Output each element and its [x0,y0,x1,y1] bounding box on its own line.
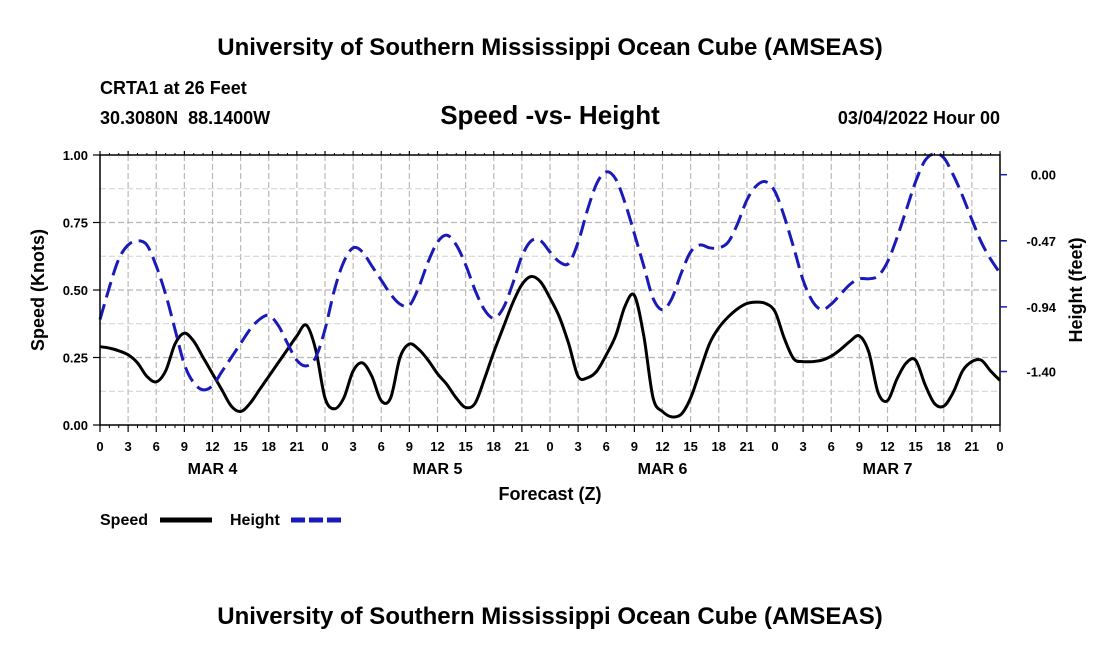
x-tick-label: 18 [262,439,276,454]
x-tick-label: 3 [125,439,132,454]
legend: Speed Height [100,512,343,529]
y-right-tick-label: -1.40 [1026,365,1056,380]
x-tick-label: 0 [771,439,778,454]
x-tick-label: 12 [655,439,669,454]
y-left-tick-label: 0.75 [63,216,88,231]
coords-label: 30.3080N 88.1400W [100,108,270,128]
x-tick-label: 0 [546,439,553,454]
speed-series-line [99,274,1002,419]
x-tick-label: 21 [515,439,529,454]
x-tick-label: 3 [800,439,807,454]
x-tick-label: 15 [683,439,697,454]
y-left-tick-label: 0.25 [63,351,88,366]
y-axis-left-label: Speed (Knots) [28,229,48,351]
series-lines [98,151,1002,419]
x-tick-label: 18 [487,439,501,454]
page-title: University of Southern Mississippi Ocean… [217,34,882,61]
y-right-tick-label: 0.00 [1031,168,1056,183]
x-tick-label: 21 [290,439,304,454]
x-tick-label: 18 [712,439,726,454]
x-tick-label: 0 [996,439,1003,454]
x-tick-label: 21 [740,439,754,454]
x-tick-label: 9 [856,439,863,454]
x-tick-label: 15 [458,439,472,454]
x-tick-label: 3 [350,439,357,454]
x-tick-label: 9 [406,439,413,454]
date-label: 03/04/2022 Hour 00 [838,108,1000,128]
x-tick-label: 6 [378,439,385,454]
x-tick-label: 21 [965,439,979,454]
x-axis-label: Forecast (Z) [498,484,601,504]
x-tick-label: 0 [96,439,103,454]
x-tick-label: 6 [153,439,160,454]
x-tick-label: 12 [880,439,894,454]
chart-title: Speed -vs- Height [440,100,660,130]
axes: 0 3 6 9 12 15 18 21 0 3 6 9 12 15 18 21 0 3 6 9 12 15 18 21 0 3 6 9… [63,148,1057,478]
x-tick-label: 3 [575,439,582,454]
y-left-tick-label: 0.00 [63,418,88,433]
x-tick-label: 15 [233,439,247,454]
y-right-tick-label: -0.47 [1026,234,1056,249]
x-tick-label: 15 [908,439,922,454]
x-tick-label: 12 [205,439,219,454]
x-tick-label: 9 [631,439,638,454]
day-label: MAR 4 [188,461,238,478]
grid-lines [100,155,1000,425]
station-label: CRTA1 at 26 Feet [100,78,247,98]
y-right-tick-label: -0.94 [1026,300,1056,315]
footer-title: University of Southern Mississippi Ocean… [217,603,882,630]
y-left-tick-label: 1.00 [63,148,88,163]
legend-speed-label: Speed [100,512,148,529]
y-axis-right-label: Height (feet) [1066,238,1086,343]
x-tick-label: 6 [603,439,610,454]
day-label: MAR 5 [413,461,463,478]
x-tick-label: 6 [828,439,835,454]
x-tick-label: 18 [937,439,951,454]
day-label: MAR 6 [638,461,688,478]
x-tick-label: 12 [430,439,444,454]
x-tick-label: 9 [181,439,188,454]
y-left-tick-label: 0.50 [63,283,88,298]
height-series-line [98,151,1002,392]
day-label: MAR 7 [863,461,913,478]
legend-height-label: Height [230,512,280,529]
x-tick-label: 0 [321,439,328,454]
